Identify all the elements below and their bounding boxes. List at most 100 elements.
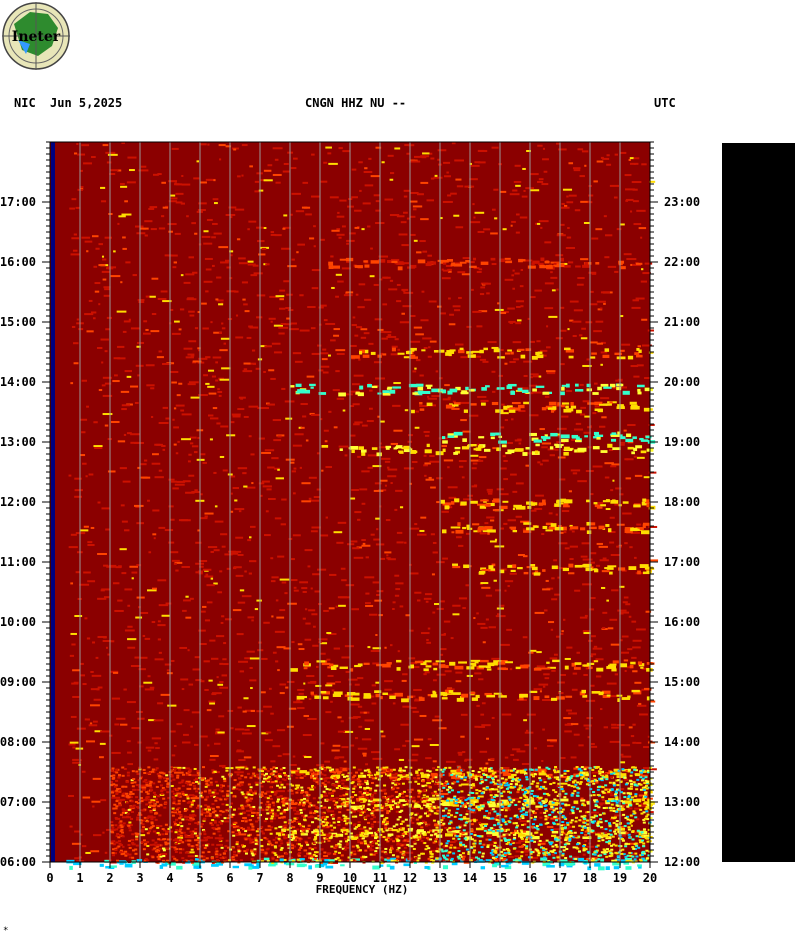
noise-mark bbox=[576, 786, 580, 789]
spectral-speck bbox=[352, 778, 361, 781]
noise-mark bbox=[135, 838, 139, 841]
noise-mark bbox=[420, 826, 424, 829]
spectral-speck bbox=[354, 209, 362, 212]
spectral-speck bbox=[604, 788, 614, 791]
noise-mark bbox=[154, 768, 158, 771]
spectral-speck bbox=[584, 164, 587, 167]
spectral-speck bbox=[77, 153, 86, 156]
noise-mark bbox=[325, 798, 329, 801]
spectral-speck bbox=[86, 718, 90, 721]
spectral-speck bbox=[188, 256, 195, 259]
spectral-speck bbox=[430, 533, 435, 536]
noise-mark bbox=[396, 830, 400, 833]
energy-band-mark bbox=[460, 501, 467, 506]
spectral-speck bbox=[458, 544, 464, 547]
spectral-speck bbox=[558, 542, 568, 545]
spectral-speck bbox=[597, 308, 603, 311]
spectral-speck bbox=[477, 622, 486, 625]
spectral-speck bbox=[479, 532, 487, 535]
noise-mark bbox=[644, 776, 648, 779]
spectral-speck bbox=[387, 334, 392, 337]
energy-band-mark bbox=[333, 691, 343, 695]
spectral-speck bbox=[429, 743, 439, 746]
spectral-speck bbox=[191, 774, 200, 777]
spectral-speck bbox=[198, 572, 203, 575]
spectral-speck bbox=[174, 561, 183, 564]
spectral-speck bbox=[641, 268, 644, 271]
noise-mark bbox=[299, 830, 303, 833]
spectral-speck bbox=[440, 312, 446, 315]
spectral-speck bbox=[558, 692, 564, 695]
spectral-speck bbox=[179, 646, 188, 649]
noise-mark bbox=[604, 800, 608, 803]
noise-mark bbox=[642, 788, 646, 791]
noise-mark bbox=[398, 792, 402, 795]
spectral-speck bbox=[117, 222, 120, 225]
energy-band-mark bbox=[496, 805, 501, 808]
spectral-speck bbox=[91, 800, 101, 803]
spectral-speck bbox=[482, 282, 491, 285]
noise-mark bbox=[476, 857, 480, 860]
spectral-speck bbox=[304, 638, 312, 641]
spectral-speck bbox=[221, 327, 226, 330]
energy-band-mark bbox=[455, 386, 461, 391]
energy-band-mark bbox=[496, 387, 505, 390]
noise-mark bbox=[489, 801, 493, 804]
noise-mark bbox=[122, 792, 126, 795]
energy-band-mark bbox=[484, 526, 493, 530]
spectral-speck bbox=[374, 318, 383, 321]
spectral-speck bbox=[241, 174, 244, 177]
spectral-speck bbox=[579, 413, 586, 416]
noise-mark bbox=[524, 849, 528, 852]
spectral-speck bbox=[71, 325, 76, 328]
spectral-speck bbox=[566, 390, 572, 393]
spectral-speck bbox=[595, 675, 602, 678]
spectral-speck bbox=[392, 607, 395, 610]
spectral-speck bbox=[358, 358, 361, 361]
spectral-speck bbox=[215, 361, 218, 364]
spectral-speck bbox=[101, 588, 111, 591]
spectral-speck bbox=[88, 724, 98, 727]
spectral-speck bbox=[259, 858, 265, 861]
spectral-speck bbox=[75, 747, 84, 750]
spectral-speck bbox=[289, 213, 293, 216]
noise-mark bbox=[392, 807, 396, 810]
spectral-speck bbox=[534, 611, 545, 614]
spectral-speck bbox=[324, 440, 328, 443]
energy-band-mark bbox=[540, 257, 545, 262]
spectral-speck bbox=[542, 685, 546, 688]
energy-band-mark bbox=[549, 446, 554, 450]
noise-mark bbox=[274, 780, 278, 783]
energy-band-mark bbox=[448, 690, 454, 694]
spectral-speck bbox=[343, 393, 353, 396]
spectral-speck bbox=[159, 793, 165, 796]
noise-mark bbox=[284, 824, 288, 827]
noise-mark bbox=[478, 842, 482, 845]
spectral-speck bbox=[515, 482, 524, 485]
noise-mark bbox=[594, 803, 598, 806]
noise-mark bbox=[525, 778, 529, 781]
spectral-speck bbox=[245, 809, 253, 812]
noise-mark bbox=[263, 836, 267, 839]
energy-band-mark bbox=[574, 389, 584, 392]
spectral-speck bbox=[142, 476, 151, 479]
spectral-speck bbox=[80, 662, 84, 665]
noise-mark bbox=[450, 789, 454, 792]
spectral-speck bbox=[365, 604, 374, 607]
spectral-speck bbox=[205, 382, 210, 385]
spectral-speck bbox=[311, 352, 321, 355]
energy-band-mark bbox=[626, 433, 632, 438]
spectral-speck bbox=[243, 819, 251, 822]
spectral-speck bbox=[518, 442, 522, 445]
energy-band-mark bbox=[610, 383, 616, 388]
spectral-speck bbox=[101, 200, 107, 203]
spectral-speck bbox=[361, 470, 370, 473]
spectral-speck bbox=[100, 799, 107, 802]
energy-band-mark bbox=[517, 348, 525, 351]
spectral-speck bbox=[68, 743, 76, 746]
spectral-speck bbox=[248, 838, 254, 841]
noise-mark bbox=[448, 822, 452, 825]
spectral-speck bbox=[133, 727, 141, 730]
noise-mark bbox=[431, 861, 435, 864]
spectral-speck bbox=[207, 414, 214, 417]
